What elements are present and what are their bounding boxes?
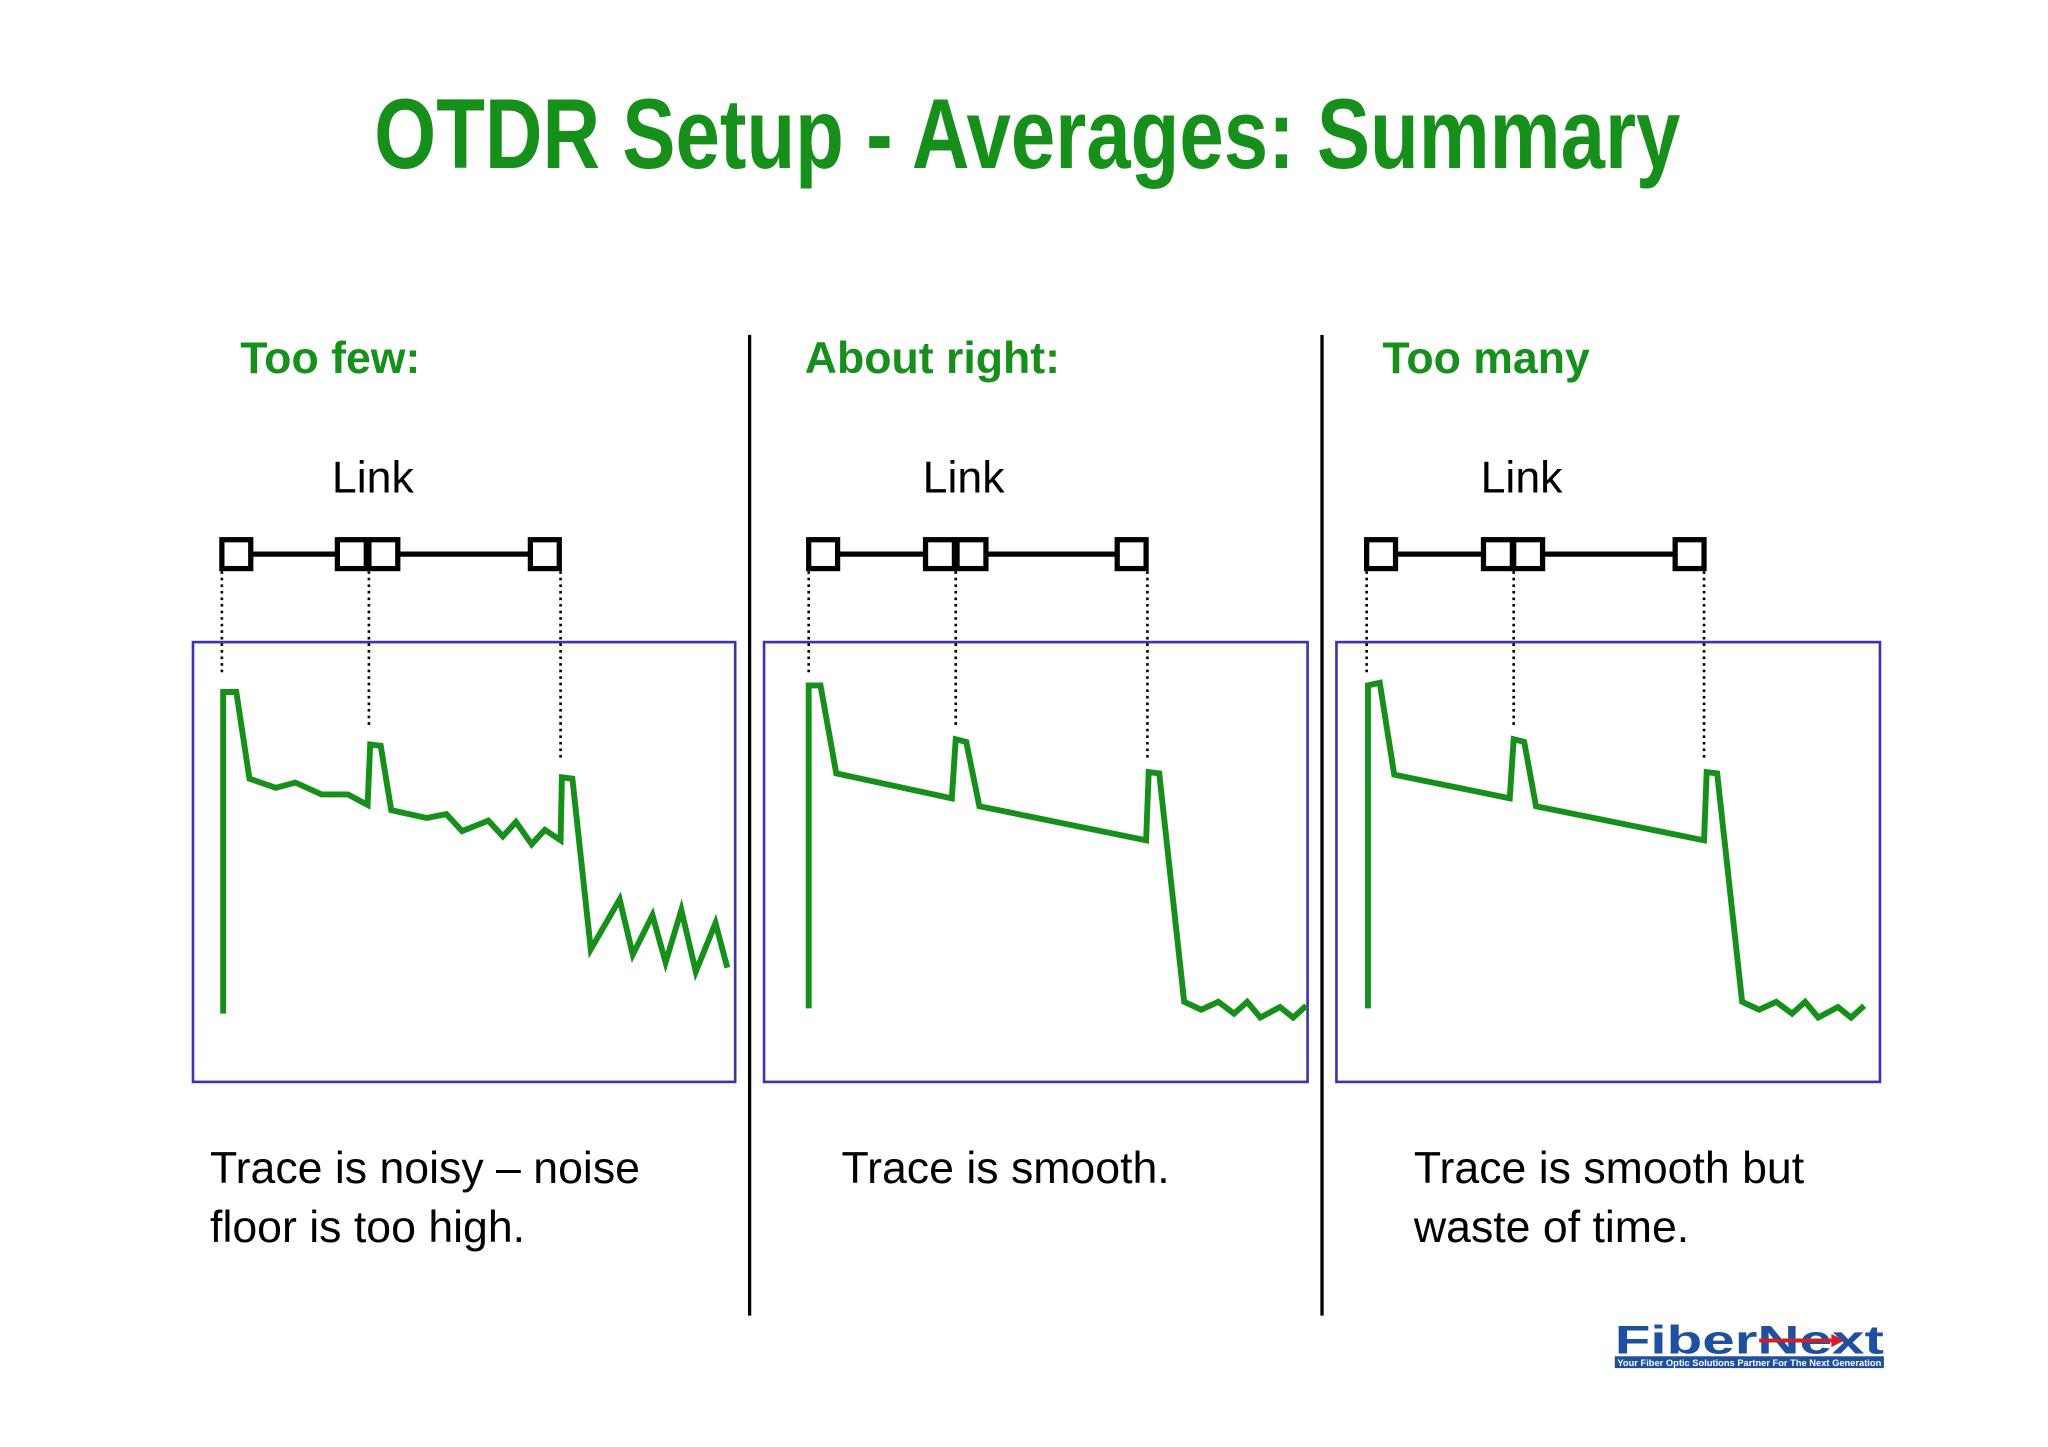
slide-title: OTDR Setup - Averages: Summary	[374, 79, 1680, 190]
caption: Trace is smooth.	[842, 1144, 1170, 1193]
logo-arrow-head	[1831, 1333, 1845, 1348]
link-label: Link	[332, 453, 415, 502]
connector	[527, 537, 562, 572]
connector	[1480, 537, 1515, 572]
logo-bar	[1614, 1356, 1884, 1369]
logo-tagline: Your Fiber Optic Solutions Partner For T…	[1617, 1358, 1881, 1368]
connector	[954, 537, 989, 572]
trace	[1365, 679, 1867, 1022]
connector	[1114, 537, 1149, 572]
panel: Too few: Link Trace is noisy – noise flo…	[191, 334, 737, 1252]
link-label: Link	[923, 453, 1006, 502]
caption: waste of time.	[1413, 1203, 1689, 1252]
trace	[805, 682, 1309, 1022]
trace	[220, 689, 731, 1014]
connector	[366, 537, 401, 572]
trace-frame	[762, 640, 1309, 1084]
logo: FiberNext Your Fiber Optic Solutions Par…	[1614, 1319, 1884, 1369]
connector	[1511, 537, 1546, 572]
connector	[1364, 537, 1399, 572]
panel-heading: About right:	[805, 334, 1060, 383]
caption: floor is too high.	[210, 1203, 525, 1252]
connector	[334, 537, 369, 572]
caption: Trace is smooth but	[1414, 1144, 1805, 1193]
panel: About right: Link Trace is smooth.	[762, 334, 1309, 1193]
connector	[922, 537, 958, 572]
link-label: Link	[1481, 453, 1564, 502]
connector	[806, 537, 841, 572]
panel: Too many Link Trace is smooth but waste …	[1335, 334, 1882, 1252]
caption: Trace is noisy – noise	[210, 1144, 640, 1193]
connector	[219, 537, 254, 572]
trace-frame	[191, 640, 737, 1084]
panel-heading: Too few:	[240, 334, 420, 383]
trace-frame	[1335, 640, 1882, 1084]
panel-heading: Too many	[1382, 334, 1590, 383]
connector	[1672, 537, 1707, 572]
